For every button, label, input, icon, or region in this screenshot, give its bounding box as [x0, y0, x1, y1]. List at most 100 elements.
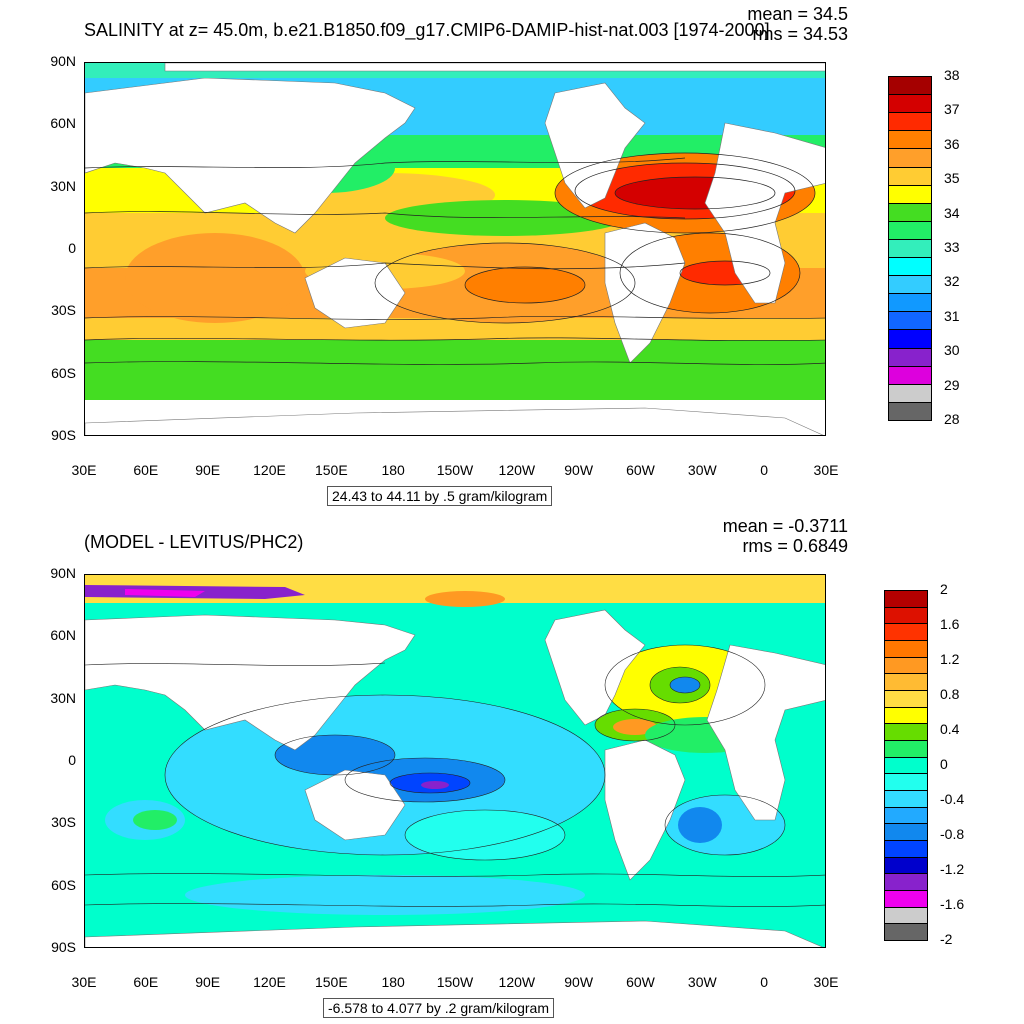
- colorbar-label: 2: [940, 581, 948, 597]
- colorbar-swatch: [888, 184, 932, 204]
- colorbar-swatch: [884, 890, 928, 908]
- colorbar-swatch: [884, 806, 928, 825]
- colorbar-label: 33: [944, 239, 960, 255]
- colorbar-swatch: [884, 706, 928, 725]
- lat-tick-label: 30S: [51, 814, 76, 831]
- colorbar-swatch: [888, 347, 932, 367]
- colorbar-swatch: [884, 690, 928, 708]
- colorbar-label: 34: [944, 204, 960, 221]
- colorbar-swatch: [888, 275, 932, 295]
- colorbar-label: 38: [944, 67, 960, 83]
- colorbar-swatch: [884, 723, 928, 741]
- mean-stat: mean = 34.5: [747, 4, 848, 24]
- colorbar-label: -1.2: [940, 861, 965, 877]
- colorbar-label: 0.4: [940, 721, 960, 737]
- salinity-map: [84, 62, 826, 436]
- colorbar-swatch: [884, 923, 928, 941]
- colorbar-swatch: [884, 773, 928, 791]
- panel-title: SALINITY at z= 45.0m, b.e21.B1850.f09_g1…: [84, 20, 770, 40]
- lon-tick-label: 150W: [436, 462, 474, 478]
- colorbar-swatch: [888, 130, 932, 150]
- colorbar-swatch: [888, 202, 932, 222]
- colorbar-swatch: [884, 673, 928, 691]
- lon-tick-label: 120E: [253, 462, 286, 478]
- colorbar-swatch: [884, 740, 928, 758]
- colorbar-swatch: [884, 906, 928, 925]
- lon-tick-label: 180: [381, 462, 405, 478]
- lat-tick-label: 60N: [50, 627, 76, 644]
- colorbar-label: 28: [944, 411, 960, 427]
- lon-tick-label: 60E: [133, 974, 159, 990]
- colorbar-swatch: [884, 756, 928, 775]
- colorbar-swatch: [884, 856, 928, 875]
- lat-tick-label: 0: [68, 752, 76, 768]
- colorbar-swatch: [884, 790, 928, 808]
- colorbar-swatch: [884, 606, 928, 625]
- difference-map-svg: [85, 575, 825, 947]
- panel-title: (MODEL - LEVITUS/PHC2): [84, 532, 304, 552]
- colorbar-swatch: [884, 823, 928, 841]
- lat-tick-label: 60S: [51, 364, 76, 381]
- colorbar-label: -0.8: [940, 826, 965, 842]
- contour-range-subtitle: -6.578 to 4.077 by .2 gram/kilogram: [323, 998, 555, 1018]
- lon-tick-label: 90W: [564, 974, 594, 990]
- lon-tick-label: 150E: [314, 974, 348, 990]
- lat-tick-label: 60N: [50, 115, 76, 132]
- colorbar-swatch: [888, 220, 932, 240]
- colorbar-label: 29: [944, 376, 960, 393]
- lat-tick-label: 30N: [50, 177, 76, 194]
- colorbar-swatch: [888, 365, 932, 385]
- lon-tick-label: 0: [760, 462, 769, 478]
- lon-tick-label: 30E: [71, 462, 97, 478]
- lon-tick-label: 150E: [314, 462, 348, 478]
- colorbar-label: 32: [944, 273, 960, 290]
- colorbar-swatch: [888, 148, 932, 168]
- lon-tick-label: 180: [381, 974, 405, 990]
- lat-tick-label: 0: [68, 240, 76, 256]
- colorbar-swatch: [888, 238, 932, 259]
- colorbar-label: 37: [944, 101, 960, 118]
- lon-tick-label: 30E: [813, 974, 839, 990]
- colorbar-swatch: [884, 656, 928, 675]
- rms-stat: rms = 0.6849: [742, 536, 848, 556]
- lon-tick-label: 120W: [498, 462, 536, 478]
- lon-tick-label: 30E: [71, 974, 97, 990]
- colorbar-label: 36: [944, 135, 960, 152]
- lon-tick-label: 30W: [687, 462, 717, 478]
- difference-map: [84, 574, 826, 948]
- colorbar-label: 35: [944, 170, 960, 187]
- colorbar-swatch: [888, 383, 932, 403]
- colorbar-label: 0: [940, 756, 948, 772]
- colorbar-swatch: [888, 94, 932, 114]
- lat-tick-label: 90N: [50, 53, 76, 69]
- lon-tick-label: 120W: [498, 974, 536, 990]
- lon-tick-label: 60E: [133, 462, 159, 478]
- contour-range-subtitle: 24.43 to 44.11 by .5 gram/kilogram: [327, 486, 553, 506]
- colorbar-swatch: [884, 590, 928, 608]
- colorbar-swatch: [888, 166, 932, 186]
- colorbar-swatch: [888, 311, 932, 331]
- colorbar-swatch: [884, 840, 928, 858]
- colorbar-label: 0.8: [940, 686, 960, 702]
- lon-tick-label: 60W: [626, 974, 655, 990]
- colorbar-swatch: [888, 329, 932, 349]
- lat-tick-label: 90S: [51, 939, 76, 955]
- colorbar-swatch: [888, 112, 932, 132]
- difference-panel: (MODEL - LEVITUS/PHC2) mean = -0.3711 rm…: [0, 512, 1024, 1024]
- salinity-map-svg: [85, 63, 825, 435]
- colorbar-swatch: [884, 873, 928, 891]
- lon-tick-label: 30E: [813, 462, 839, 478]
- lon-tick-label: 0: [760, 974, 769, 990]
- colorbar-swatch: [888, 293, 932, 313]
- colorbar-swatch: [888, 401, 932, 421]
- colorbar-label: 1.2: [940, 651, 960, 667]
- colorbar-swatch: [884, 640, 928, 658]
- lon-tick-label: 60W: [626, 462, 655, 478]
- colorbar-swatch: [884, 623, 928, 641]
- lat-tick-label: 30N: [50, 689, 76, 706]
- colorbar-label: -2: [940, 931, 953, 947]
- colorbar-label: 30: [944, 342, 960, 359]
- lon-tick-label: 90W: [564, 462, 594, 478]
- lon-tick-label: 30W: [687, 974, 717, 990]
- lon-tick-label: 150W: [436, 974, 474, 990]
